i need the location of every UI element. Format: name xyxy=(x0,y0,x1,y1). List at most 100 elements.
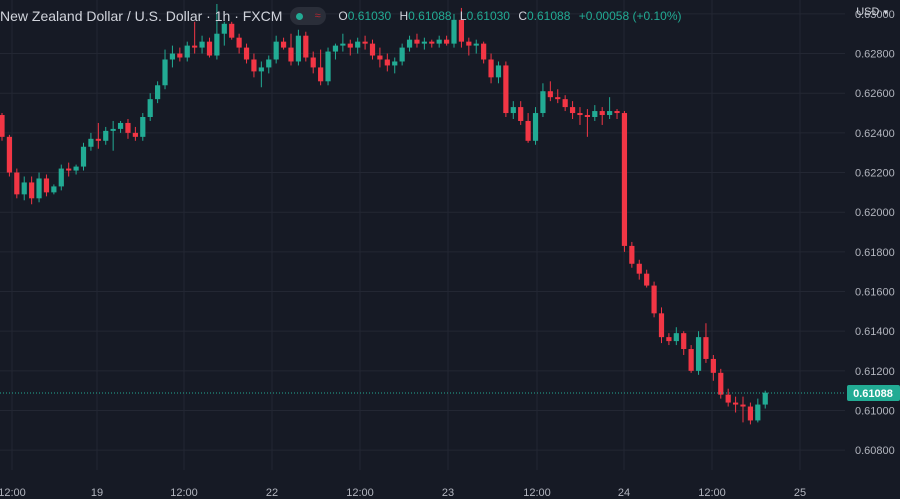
candle-body xyxy=(547,91,553,98)
candle xyxy=(214,3,220,60)
candle-body xyxy=(495,65,502,78)
candle xyxy=(155,81,161,104)
currency-selector[interactable]: USD ▾ xyxy=(856,6,888,18)
x-tick-label: 12:00 xyxy=(523,487,551,499)
candle xyxy=(0,113,5,141)
candle-body xyxy=(458,19,465,42)
candle-body xyxy=(362,41,368,44)
open-label: O xyxy=(338,9,348,23)
candle-body xyxy=(51,186,57,193)
candle xyxy=(221,21,227,46)
candle-body xyxy=(147,99,153,118)
symbol-title[interactable]: New Zealand Dollar / U.S. Dollar · 1h · … xyxy=(0,8,283,24)
candle xyxy=(273,35,279,64)
y-tick-label: 0.62800 xyxy=(855,49,895,61)
candle-body xyxy=(88,138,94,147)
candle-body xyxy=(0,115,5,137)
candle xyxy=(673,327,679,346)
low-value: 0.61030 xyxy=(466,9,510,23)
candle-body xyxy=(229,23,235,38)
candle-body xyxy=(325,51,331,82)
change-value: +0.00058 (+0.10%) xyxy=(578,9,682,23)
y-tick-label: 0.60800 xyxy=(855,445,895,457)
candle xyxy=(444,35,450,46)
candle-body xyxy=(532,113,539,141)
price-axis[interactable]: 0.63000 0.62800 0.62600 0.62400 0.62200 0.620… xyxy=(855,9,895,457)
candle-body xyxy=(621,113,628,246)
candle xyxy=(732,396,739,413)
candle xyxy=(332,43,339,60)
candle-body xyxy=(318,67,324,82)
y-tick-label: 0.61600 xyxy=(855,287,895,299)
candle-body xyxy=(303,35,309,58)
candle-body xyxy=(6,136,13,173)
candle xyxy=(703,323,709,363)
candle xyxy=(318,49,324,86)
high-label: H xyxy=(399,9,409,23)
candle xyxy=(95,122,101,149)
market-status-pill[interactable]: ≈ xyxy=(290,7,327,25)
time-axis[interactable]: 12:00 19 12:00 22 12:00 23 12:00 24 12:00 25 xyxy=(0,487,806,499)
candle xyxy=(377,47,383,68)
candle-body xyxy=(355,41,361,48)
candle-body xyxy=(577,113,583,116)
y-tick-label: 0.63000 xyxy=(855,9,895,21)
candle xyxy=(399,43,405,66)
candle xyxy=(288,33,294,66)
candle xyxy=(495,61,502,84)
candle xyxy=(525,113,531,143)
candle-body xyxy=(295,35,301,62)
y-tick-label: 0.61800 xyxy=(855,247,895,259)
candle xyxy=(762,390,768,409)
candle-body xyxy=(347,43,353,48)
candle-body xyxy=(236,37,242,48)
close-value: 0.61088 xyxy=(527,9,571,23)
candles xyxy=(0,3,768,425)
candle-body xyxy=(473,43,479,46)
candle xyxy=(125,118,131,139)
candle xyxy=(562,95,568,112)
candle-body xyxy=(177,53,183,58)
candle-body xyxy=(43,178,50,193)
candle xyxy=(406,35,413,52)
candle xyxy=(636,259,642,280)
candle-body xyxy=(273,41,279,60)
candle-body xyxy=(221,23,227,34)
candle xyxy=(569,101,576,119)
candle xyxy=(243,43,250,64)
candle-body xyxy=(377,55,383,60)
candle xyxy=(236,33,242,54)
candle xyxy=(266,55,272,74)
currency-label: USD xyxy=(856,6,880,18)
candle-body xyxy=(644,273,650,286)
candle-body xyxy=(73,166,79,171)
candle xyxy=(14,168,20,199)
candle-body xyxy=(399,47,405,62)
candle-body xyxy=(66,168,72,171)
candle-body xyxy=(584,115,590,118)
x-tick-label: 19 xyxy=(91,487,103,499)
x-tick-label: 24 xyxy=(618,487,630,499)
candle-body xyxy=(718,372,724,395)
candle xyxy=(584,109,590,137)
candle-body xyxy=(755,404,761,421)
candle-body xyxy=(747,406,754,421)
candle-body xyxy=(525,120,531,141)
candle-body xyxy=(666,337,672,342)
candle-body xyxy=(14,172,20,195)
candle-body xyxy=(695,337,702,371)
candle-body xyxy=(688,349,694,371)
candle-body xyxy=(155,85,161,100)
candle-body xyxy=(540,91,546,114)
candle xyxy=(755,398,761,423)
candle xyxy=(644,269,650,288)
candle-body xyxy=(414,39,420,44)
x-tick-label: 12:00 xyxy=(170,487,198,499)
candle-body xyxy=(629,245,635,264)
y-tick-label: 0.62600 xyxy=(855,88,895,100)
open-value: 0.61030 xyxy=(347,9,392,23)
candle xyxy=(6,134,13,177)
candle xyxy=(681,331,687,355)
candle xyxy=(206,37,213,58)
